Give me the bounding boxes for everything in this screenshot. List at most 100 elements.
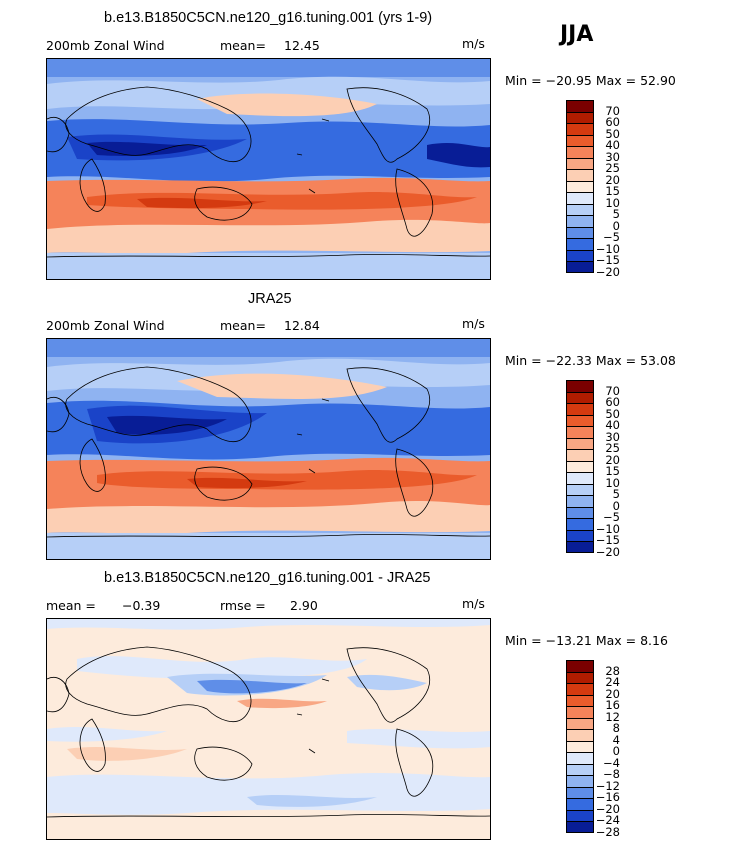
- colorbar-swatch: [566, 809, 594, 821]
- colorbar-tick-label: 0: [612, 218, 620, 233]
- colorbar-tick-label: −5: [603, 510, 620, 525]
- colorbar-swatch: [566, 391, 594, 403]
- panel-2-title: JRA25: [248, 291, 292, 307]
- panel-1-variable-label: 200mb Zonal Wind: [46, 38, 165, 53]
- colorbar-tick-label: −24: [595, 813, 620, 828]
- colorbar-tick-label: 40: [605, 418, 620, 433]
- colorbar-tick-label: −20: [595, 544, 620, 559]
- colorbar-tick-label: −10: [595, 241, 620, 256]
- colorbar-swatch: [566, 437, 594, 449]
- colorbar-tick-label: 20: [605, 686, 620, 701]
- colorbar-swatch: [566, 671, 594, 683]
- colorbar-swatch: [566, 717, 594, 729]
- panel-2-units: m/s: [462, 316, 485, 331]
- panel-2-mean-label: mean=: [220, 318, 266, 333]
- colorbar-tick-label: 30: [605, 149, 620, 164]
- colorbar-swatch: [566, 146, 594, 158]
- colorbar-swatch: [566, 786, 594, 798]
- colorbar-tick-label: 50: [605, 126, 620, 141]
- colorbar-swatch: [566, 821, 594, 833]
- colorbar-swatch: [566, 403, 594, 415]
- colorbar-tick-label: 70: [605, 383, 620, 398]
- colorbar-tick-label: 5: [612, 207, 620, 222]
- colorbar-tick-label: 40: [605, 138, 620, 153]
- colorbar-swatch: [566, 729, 594, 741]
- colorbar-tick-label: 5: [612, 487, 620, 502]
- colorbar-swatch: [566, 740, 594, 752]
- panel-1-title: b.e13.B1850C5CN.ne120_g16.tuning.001 (yr…: [104, 10, 433, 26]
- colorbar-swatch: [566, 414, 594, 426]
- colorbar-swatch: [566, 157, 594, 169]
- colorbar-swatch: [566, 706, 594, 718]
- colorbar-swatch: [566, 752, 594, 764]
- colorbar-tick-label: −15: [595, 253, 620, 268]
- colorbar-tick-label: 15: [605, 184, 620, 199]
- colorbar-swatch: [566, 798, 594, 810]
- colorbar-tick-label: −12: [595, 778, 620, 793]
- panel-3-mean-label: mean =: [46, 598, 96, 613]
- colorbar-swatch: [566, 192, 594, 204]
- panel-3-title: b.e13.B1850C5CN.ne120_g16.tuning.001 - J…: [104, 570, 431, 586]
- colorbar-swatch: [566, 518, 594, 530]
- panel-3-rmse-value: 2.90: [290, 598, 318, 613]
- colorbar-swatch: [566, 775, 594, 787]
- colorbar-swatch: [566, 660, 594, 672]
- panel-1-colorbar: [566, 100, 594, 273]
- colorbar-swatch: [566, 495, 594, 507]
- colorbar-tick-label: 4: [612, 732, 620, 747]
- colorbar-swatch: [566, 683, 594, 695]
- colorbar-tick-label: 25: [605, 161, 620, 176]
- colorbar-swatch: [566, 541, 594, 553]
- colorbar-tick-label: −20: [595, 264, 620, 279]
- colorbar-swatch: [566, 529, 594, 541]
- colorbar-tick-label: 8: [612, 721, 620, 736]
- colorbar-swatch: [566, 215, 594, 227]
- colorbar-swatch: [566, 763, 594, 775]
- colorbar-swatch: [566, 261, 594, 273]
- panel-1-min-max: Min = −20.95 Max = 52.90: [505, 73, 676, 88]
- panel-3-min-max: Min = −13.21 Max = 8.16: [505, 633, 668, 648]
- colorbar-tick-label: 30: [605, 429, 620, 444]
- panel-2-min-max: Min = −22.33 Max = 53.08: [505, 353, 676, 368]
- colorbar-tick-label: −20: [595, 801, 620, 816]
- colorbar-tick-label: −28: [595, 824, 620, 839]
- colorbar-swatch: [566, 226, 594, 238]
- colorbar-tick-label: −10: [595, 521, 620, 536]
- season-label: JJA: [560, 22, 594, 47]
- colorbar-swatch: [566, 111, 594, 123]
- colorbar-swatch: [566, 694, 594, 706]
- colorbar-swatch: [566, 100, 594, 112]
- colorbar-tick-label: 10: [605, 195, 620, 210]
- panel-2-mean-value: 12.84: [284, 318, 320, 333]
- colorbar-swatch: [566, 460, 594, 472]
- colorbar-swatch: [566, 380, 594, 392]
- panel-3-map: [46, 618, 491, 840]
- colorbar-swatch: [566, 238, 594, 250]
- colorbar-tick-label: 60: [605, 115, 620, 130]
- colorbar-tick-label: −4: [603, 755, 620, 770]
- panel-3-units: m/s: [462, 596, 485, 611]
- colorbar-swatch: [566, 123, 594, 135]
- colorbar-tick-label: 50: [605, 406, 620, 421]
- panel-2-map: [46, 338, 491, 560]
- panel-1-mean-value: 12.45: [284, 38, 320, 53]
- colorbar-tick-label: 10: [605, 475, 620, 490]
- colorbar-tick-label: 25: [605, 441, 620, 456]
- colorbar-tick-label: 20: [605, 452, 620, 467]
- colorbar-tick-label: 70: [605, 103, 620, 118]
- panel-3-colorbar: [566, 660, 594, 833]
- colorbar-swatch: [566, 472, 594, 484]
- colorbar-swatch: [566, 506, 594, 518]
- panel-3-rmse-label: rmse =: [220, 598, 266, 613]
- panel-2-colorbar: [566, 380, 594, 553]
- panel-1-map: [46, 58, 491, 280]
- colorbar-swatch: [566, 169, 594, 181]
- colorbar-swatch: [566, 249, 594, 261]
- panel-1-mean-label: mean=: [220, 38, 266, 53]
- colorbar-tick-label: −16: [595, 790, 620, 805]
- colorbar-tick-label: 28: [605, 663, 620, 678]
- panel-2-variable-label: 200mb Zonal Wind: [46, 318, 165, 333]
- colorbar-swatch: [566, 426, 594, 438]
- colorbar-tick-label: 16: [605, 698, 620, 713]
- colorbar-tick-label: 24: [605, 675, 620, 690]
